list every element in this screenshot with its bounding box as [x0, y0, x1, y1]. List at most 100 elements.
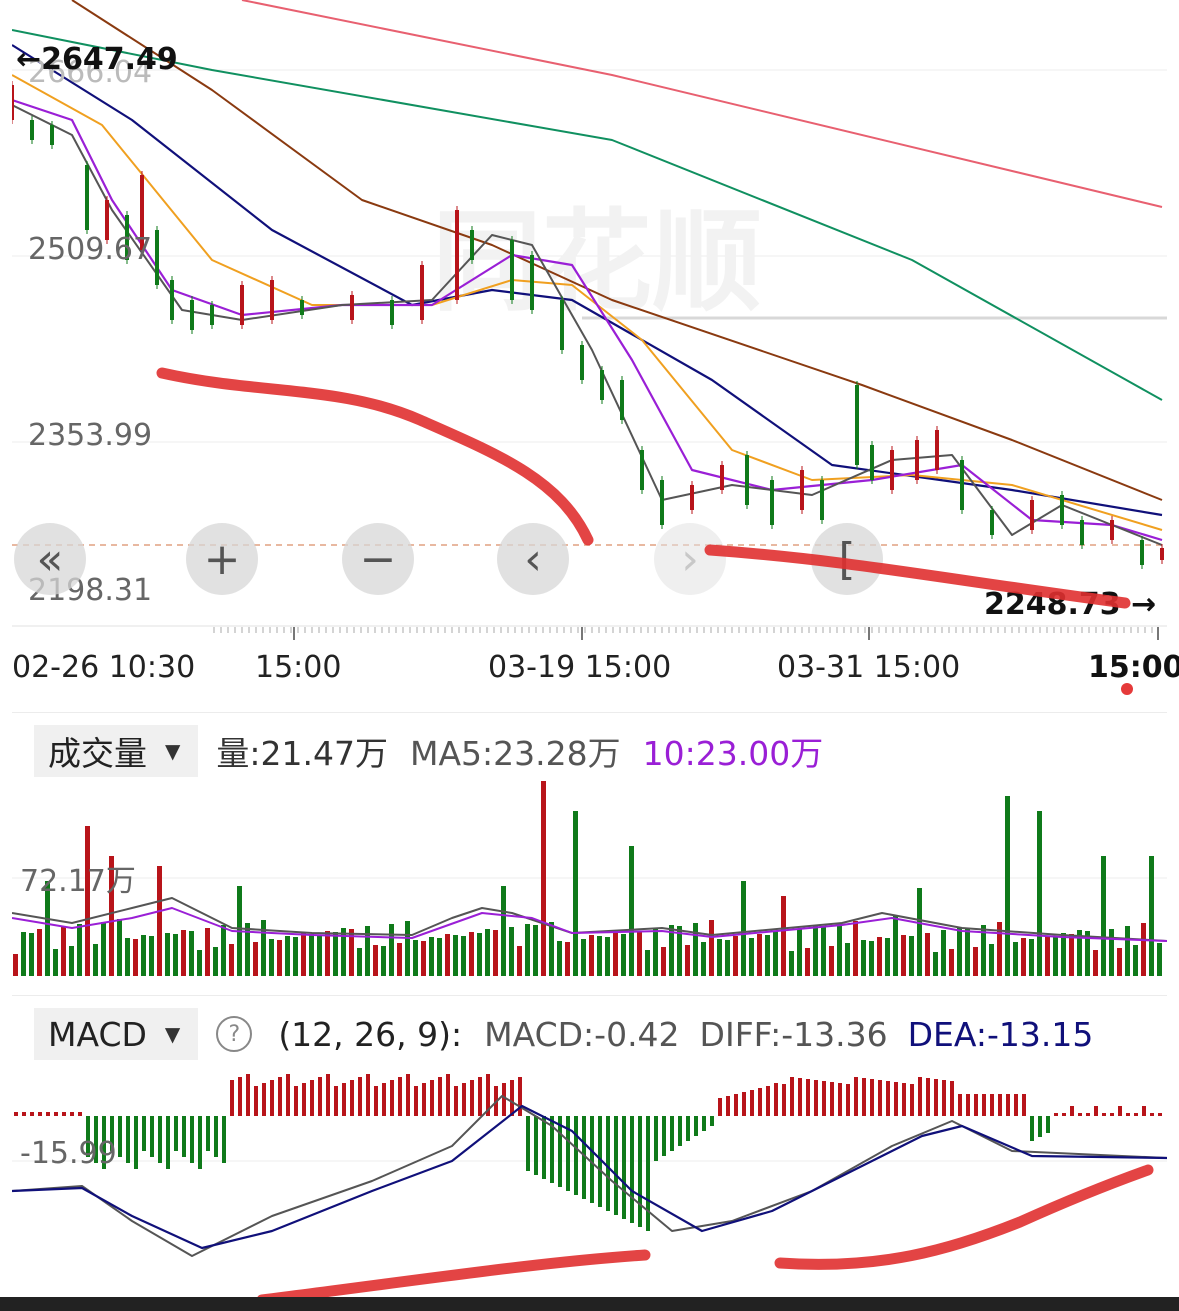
- volume-bar: [949, 949, 954, 976]
- candle: [105, 200, 109, 240]
- price-chart[interactable]: 同花顺: [12, 0, 1167, 625]
- annotation-stroke-macd-left: [256, 1249, 651, 1306]
- ma5-line: [12, 104, 1163, 546]
- volume-bar: [1077, 930, 1082, 976]
- time-axis-ticks: [12, 625, 1167, 640]
- macd-histogram-bar: [878, 1080, 882, 1116]
- macd-histogram-bar: [870, 1079, 874, 1116]
- candle: [855, 385, 859, 465]
- volume-bar: [589, 935, 594, 976]
- macd-histogram-bar: [262, 1083, 266, 1116]
- volume-bar: [661, 947, 666, 976]
- volume-bar: [533, 925, 538, 976]
- candle: [510, 240, 514, 300]
- zoom-out-button[interactable]: −: [342, 523, 414, 595]
- price-chart-panel[interactable]: 同花顺 2666.04 ←2647.49 2509.67 2353.99 219…: [12, 0, 1167, 625]
- scroll-right-button[interactable]: ›: [654, 523, 726, 595]
- rewind-start-button[interactable]: «: [14, 523, 86, 595]
- volume-bar: [45, 881, 50, 976]
- volume-bar: [189, 931, 194, 976]
- macd-histogram-bar: [574, 1116, 578, 1195]
- candle: [455, 210, 459, 300]
- macd-histogram-bar: [1038, 1116, 1042, 1137]
- macd-histogram-bar: [1014, 1094, 1018, 1116]
- volume-bar: [245, 923, 250, 976]
- macd-histogram-bar: [438, 1077, 442, 1116]
- scroll-left-button[interactable]: ‹: [497, 523, 569, 595]
- macd-histogram-bar: [358, 1077, 362, 1116]
- macd-histogram-bar: [1030, 1116, 1034, 1141]
- macd-histogram-bar: [766, 1086, 770, 1116]
- volume-bar: [253, 942, 258, 976]
- candle: [390, 300, 394, 325]
- zoom-in-button[interactable]: +: [186, 523, 258, 595]
- volume-bar: [989, 944, 994, 976]
- macd-histogram-bar: [966, 1094, 970, 1116]
- dea-value: DEA:-13.15: [907, 1014, 1094, 1054]
- macd-chart[interactable]: [12, 996, 1167, 1261]
- macd-histogram-bar: [94, 1116, 98, 1163]
- candle: [85, 165, 89, 230]
- macd-histogram-bar: [1078, 1113, 1082, 1116]
- macd-histogram-bar: [806, 1079, 810, 1116]
- volume-bar: [885, 938, 890, 976]
- volume-chart[interactable]: [12, 713, 1167, 978]
- volume-indicator-select[interactable]: 成交量 ▼: [34, 725, 199, 777]
- volume-bar: [789, 951, 794, 976]
- volume-panel[interactable]: 成交量 ▼ 量:21.47万 MA5:23.28万 10:23.00万 72.1…: [12, 712, 1167, 978]
- macd-panel[interactable]: MACD ▼ ? (12, 26, 9): MACD:-0.42 DIFF:-1…: [12, 995, 1167, 1261]
- candle: [170, 280, 174, 320]
- volume-bar: [829, 946, 834, 976]
- macd-histogram-bar: [1158, 1113, 1162, 1116]
- volume-bar: [597, 936, 602, 976]
- ma20-line: [12, 74, 1163, 531]
- volume-bar: [1037, 811, 1042, 976]
- volume-bar: [901, 935, 906, 976]
- volume-bar: [1141, 923, 1146, 976]
- diff-value: DIFF:-13.36: [699, 1014, 888, 1054]
- macd-histogram-bar: [598, 1116, 602, 1207]
- volume-bar: [85, 826, 90, 976]
- plus-icon: +: [203, 533, 241, 585]
- macd-histogram-bar: [390, 1080, 394, 1116]
- macd-histogram-bar: [310, 1080, 314, 1116]
- volume-bar: [109, 856, 114, 976]
- macd-histogram-bar: [134, 1116, 138, 1169]
- macd-histogram-bar: [646, 1116, 650, 1231]
- volume-bar: [709, 920, 714, 976]
- macd-histogram-bar: [582, 1116, 586, 1199]
- macd-histogram-bar: [54, 1112, 58, 1116]
- volume-bar: [373, 945, 378, 976]
- candle: [935, 430, 939, 470]
- macd-histogram-bar: [78, 1112, 82, 1116]
- fullscreen-button[interactable]: [: [811, 523, 883, 595]
- volume-bar: [701, 942, 706, 976]
- volume-bar: [277, 940, 282, 976]
- macd-histogram-bar: [758, 1088, 762, 1116]
- macd-histogram-bar: [526, 1116, 530, 1171]
- time-label-1: 02-26 10:30: [12, 650, 196, 685]
- candle: [125, 215, 129, 260]
- volume-bar: [469, 932, 474, 976]
- volume-bar: [565, 942, 570, 976]
- candle: [12, 85, 14, 120]
- volume-bar: [501, 886, 506, 976]
- volume-bar: [637, 931, 642, 976]
- macd-histogram-bar: [782, 1084, 786, 1116]
- volume-bar: [893, 916, 898, 976]
- volume-bar: [621, 934, 626, 976]
- volume-bar: [461, 936, 466, 976]
- volume-bar: [21, 932, 26, 976]
- candle: [960, 460, 964, 510]
- macd-histogram-bar: [910, 1084, 914, 1116]
- volume-bar: [717, 939, 722, 976]
- help-icon[interactable]: ?: [216, 1016, 253, 1052]
- macd-histogram-bar: [1150, 1113, 1154, 1116]
- volume-bar: [269, 939, 274, 976]
- candle: [300, 300, 304, 315]
- volume-bar: [205, 928, 210, 976]
- volume-bar: [821, 927, 826, 976]
- macd-indicator-select[interactable]: MACD ▼: [34, 1008, 199, 1060]
- macd-histogram-bar: [278, 1077, 282, 1116]
- volume-bar: [13, 954, 18, 976]
